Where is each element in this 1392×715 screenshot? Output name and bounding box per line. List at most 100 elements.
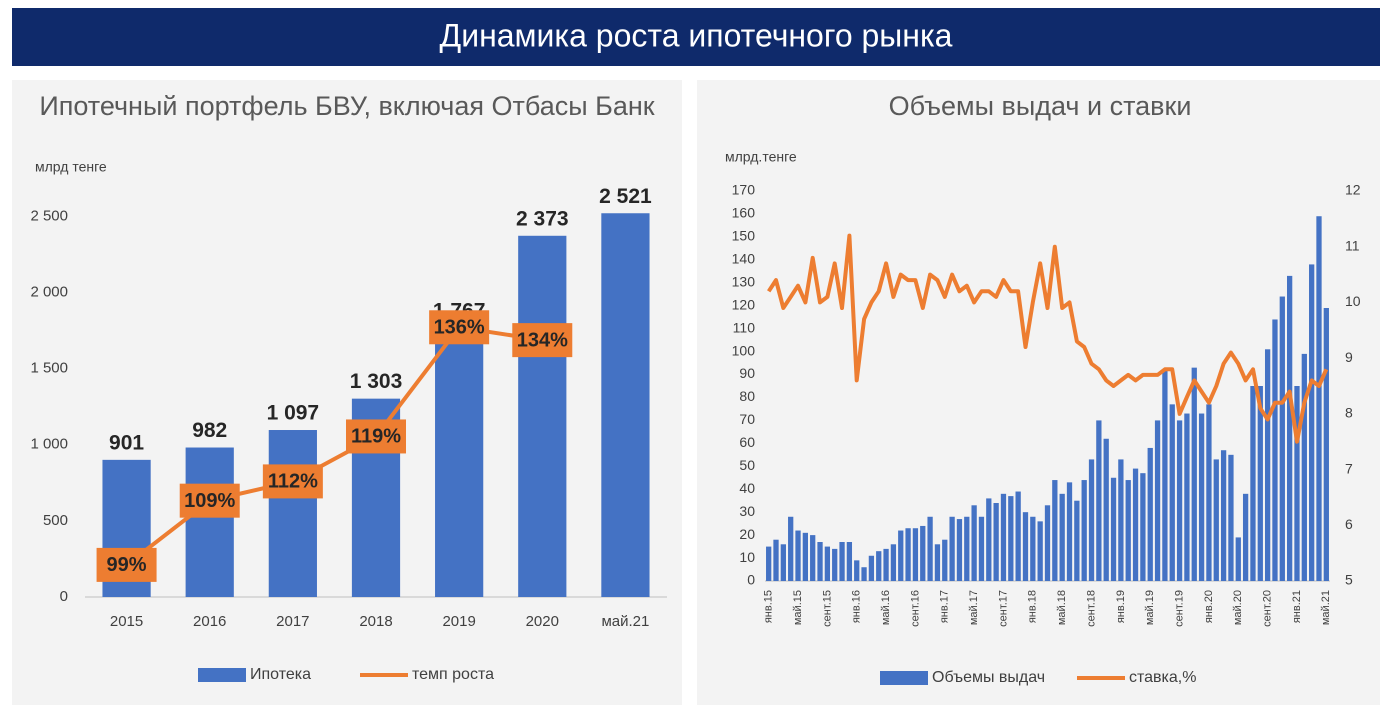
y-tick-label: 2 000: [30, 284, 68, 301]
bar: [1272, 319, 1278, 581]
bar: [1191, 367, 1197, 581]
bar: [1169, 404, 1175, 581]
bar: [1059, 493, 1065, 581]
x-tick-label: 2018: [359, 613, 392, 630]
y-tick-label: 1 000: [30, 436, 68, 453]
x-tick-label: май.21: [1320, 590, 1332, 625]
bar: [890, 544, 897, 581]
bar: [766, 546, 772, 581]
bar: [435, 328, 484, 597]
bar: [1096, 420, 1102, 581]
bar: [868, 555, 875, 581]
bar: [1162, 369, 1168, 581]
x-tick-label: май.18: [1056, 590, 1068, 625]
x-tick-label: 2020: [526, 613, 559, 630]
label-box: [346, 419, 406, 454]
legend-label: темп роста: [412, 666, 494, 683]
bar: [1323, 308, 1329, 581]
y-tick-label: 60: [739, 434, 755, 450]
y-tick-label: 150: [732, 228, 756, 244]
chart-title: Ипотечный портфель БВУ, включая Отбасы Б…: [39, 91, 654, 121]
y-tick-label: 0: [60, 588, 68, 605]
data-label: 99%: [107, 554, 147, 576]
y-tick-label: 100: [732, 342, 756, 358]
chart-title: Объемы выдач и ставки: [889, 91, 1192, 121]
bar: [1184, 413, 1190, 581]
line: [767, 233, 1329, 444]
bar: [1008, 496, 1014, 581]
x-tick-label: май.20: [1232, 590, 1244, 625]
x-tick-label: янв.17: [939, 590, 951, 623]
bar: [876, 551, 882, 581]
bar: [1044, 505, 1051, 581]
x-tick-label: сент.19: [1173, 590, 1185, 627]
legend-swatch: [198, 668, 246, 682]
data-label: 2 373: [516, 207, 569, 230]
y2-tick-label: 5: [1345, 572, 1353, 588]
bar: [1074, 500, 1080, 581]
y-tick-label: 50: [739, 457, 755, 473]
bar: [773, 539, 779, 581]
x-tick-label: сент.20: [1262, 590, 1274, 627]
legend-label: Объемы выдач: [932, 669, 1045, 686]
bar: [518, 235, 567, 597]
bar: [1220, 450, 1227, 581]
bar: [1066, 482, 1073, 581]
bar: [832, 548, 838, 581]
bar: [839, 542, 845, 581]
bar: [1198, 413, 1205, 581]
bar: [810, 535, 816, 581]
bar: [1015, 491, 1021, 581]
bar: [788, 516, 794, 581]
data-label: 2 521: [599, 185, 652, 208]
x-tick-label: май.17: [968, 590, 980, 625]
header-bar: [12, 8, 1380, 66]
y2-tick-label: 6: [1345, 516, 1353, 532]
y2-tick-label: 8: [1345, 405, 1353, 421]
x-tick-label: сент.16: [909, 590, 921, 627]
y-tick-label: 70: [739, 411, 755, 427]
bar: [1037, 521, 1043, 581]
bar: [1154, 420, 1161, 581]
y-tick-label: 170: [732, 182, 756, 198]
legend-swatch: [880, 671, 928, 685]
data-label: 136%: [434, 317, 485, 339]
y-tick-label: 80: [739, 388, 755, 404]
bar: [1228, 454, 1234, 581]
bar: [993, 503, 999, 581]
x-tick-label: май.21: [601, 613, 649, 630]
y-tick-label: 140: [732, 251, 756, 267]
label-box: [512, 323, 573, 358]
y-tick-label: 20: [739, 526, 755, 542]
y2-tick-label: 11: [1345, 237, 1360, 253]
bar: [1000, 493, 1007, 581]
y-tick-label: 40: [739, 480, 755, 496]
panel: [12, 80, 682, 705]
label-box: [262, 464, 323, 499]
bar: [905, 528, 911, 581]
bar: [846, 542, 853, 581]
y-tick-label: 120: [732, 296, 756, 312]
bar: [1213, 459, 1219, 581]
x-tick-label: сент.18: [1085, 590, 1097, 627]
y-tick-label: 130: [732, 273, 756, 289]
y-tick-label: 90: [739, 365, 755, 381]
bar: [883, 548, 889, 581]
y-tick-label: 500: [43, 512, 68, 529]
x-tick-label: май.15: [792, 590, 804, 625]
bar: [1242, 493, 1249, 581]
y-tick-label: 1 500: [30, 360, 68, 377]
bar: [824, 546, 831, 581]
bar: [942, 539, 948, 581]
bar: [1110, 477, 1117, 581]
legend-label: ставка,%: [1129, 669, 1196, 686]
bar: [1206, 404, 1212, 581]
bar: [1316, 216, 1322, 581]
bar: [1264, 349, 1271, 581]
axis-label: млрд.тенге: [725, 149, 797, 165]
bar: [949, 516, 955, 581]
bar: [1257, 386, 1263, 581]
bar: [978, 516, 985, 581]
